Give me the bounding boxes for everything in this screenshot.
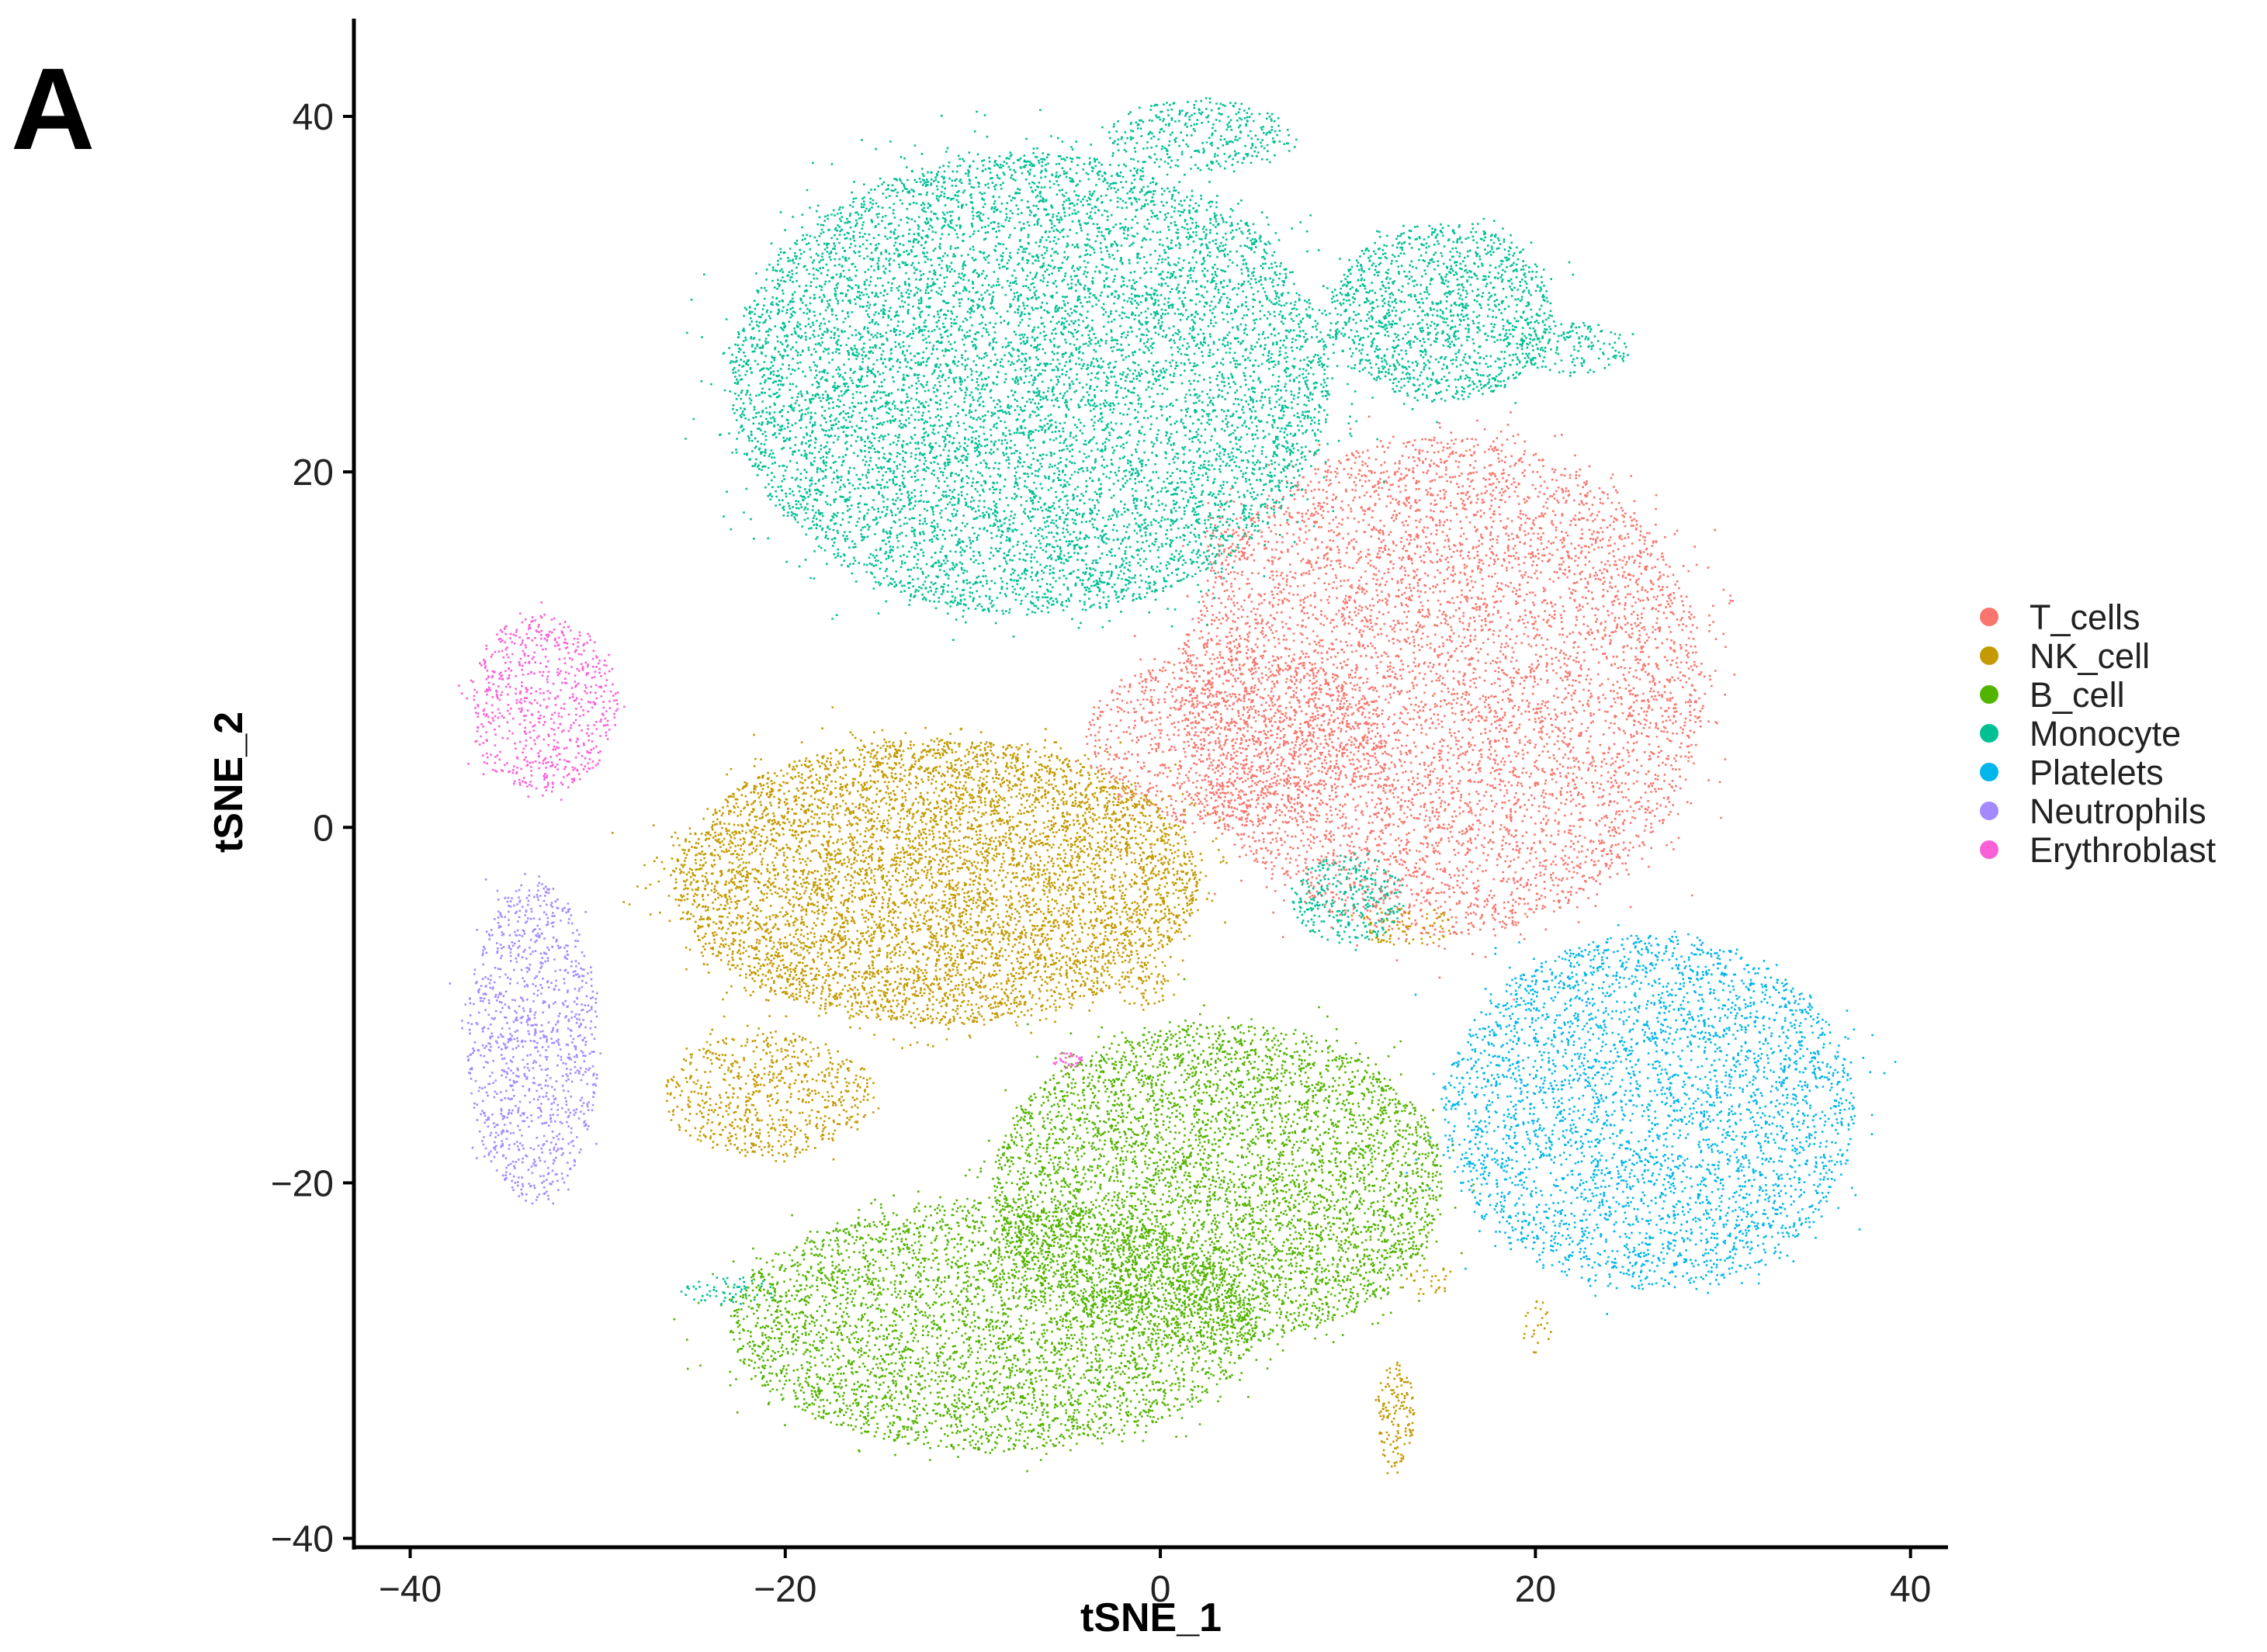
- legend-swatch-Neutrophils: [1980, 802, 1998, 820]
- points-T_cells: [1075, 411, 1736, 1001]
- legend-swatch-Platelets: [1980, 763, 1998, 781]
- y-tick-label: 0: [313, 808, 334, 849]
- legend: T_cellsNK_cellB_cellMonocytePlateletsNeu…: [1980, 597, 2217, 870]
- y-axis-label: tSNE_2: [206, 712, 251, 853]
- points-NK_cell: [611, 706, 1552, 1474]
- ticks-layer: −40 −20 0 20 40 −40 −20 0 20 40: [271, 97, 1932, 1610]
- series-Neutrophils: [449, 873, 602, 1205]
- legend-label-Neutrophils: Neutrophils: [2030, 791, 2206, 831]
- y-tick-label: 20: [293, 452, 334, 494]
- x-tick-label: 20: [1515, 1569, 1556, 1610]
- panel-label: A: [11, 43, 95, 174]
- axes-layer: [352, 19, 1948, 1550]
- series-T_cells: [1075, 411, 1736, 1001]
- points-Erythroblast: [458, 601, 1083, 1069]
- series-NK_cell: [611, 706, 1552, 1474]
- x-axis-label: tSNE_1: [1080, 1595, 1222, 1640]
- y-tick-label: 40: [293, 97, 334, 138]
- points-Monocyte: [680, 97, 1634, 1305]
- legend-swatch-T_cells: [1980, 608, 1998, 626]
- legend-label-Platelets: Platelets: [2030, 753, 2164, 792]
- points-layer: [449, 97, 1897, 1474]
- legend-label-Erythroblast: Erythroblast: [2030, 830, 2217, 870]
- legend-swatch-NK_cell: [1980, 646, 1998, 665]
- legend-label-T_cells: T_cells: [2030, 597, 2140, 637]
- x-tick-label: 40: [1890, 1569, 1931, 1610]
- points-Neutrophils: [449, 873, 602, 1205]
- x-tick-label: −40: [379, 1569, 442, 1610]
- y-tick-label: −20: [271, 1163, 334, 1204]
- series-Monocyte: [680, 97, 1634, 1305]
- x-tick-label: 0: [1150, 1569, 1171, 1610]
- legend-swatch-B_cell: [1980, 685, 1998, 704]
- legend-swatch-Monocyte: [1980, 724, 1998, 743]
- legend-label-B_cell: B_cell: [2030, 675, 2125, 715]
- series-Erythroblast: [458, 601, 1083, 1069]
- series-Platelets: [1406, 924, 1897, 1315]
- legend-swatch-Erythroblast: [1980, 840, 1998, 859]
- x-tick-label: −20: [754, 1569, 816, 1610]
- y-tick-label: −40: [271, 1519, 334, 1560]
- legend-label-NK_cell: NK_cell: [2030, 636, 2150, 676]
- legend-label-Monocyte: Monocyte: [2030, 714, 2181, 753]
- points-Platelets: [1406, 924, 1897, 1315]
